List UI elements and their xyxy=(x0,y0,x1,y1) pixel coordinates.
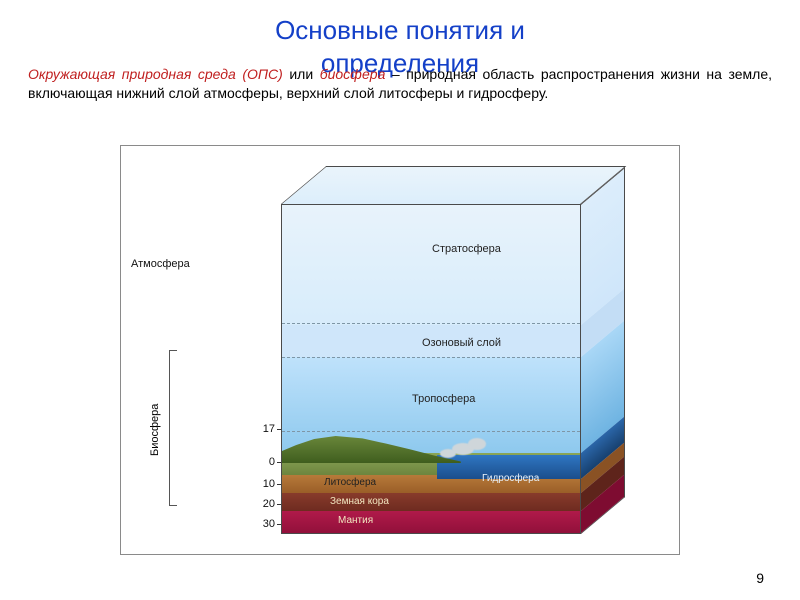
definition-biosphere: биосфера xyxy=(320,66,386,82)
diagram-frame: Атмосфера Биосфера 17 0 10 20 30 Стратосфера… xyxy=(120,145,680,555)
axis-tick: 17 xyxy=(247,423,275,435)
axis-tick: 30 xyxy=(247,518,275,530)
layer-mantle xyxy=(282,511,580,534)
page-number: 9 xyxy=(756,570,764,586)
cube-side-face xyxy=(581,167,625,534)
cloud-2 xyxy=(440,449,456,458)
layer-label: Стратосфера xyxy=(432,243,501,255)
layer-label: Гидросфера xyxy=(482,473,539,484)
definition-or: или xyxy=(283,66,320,82)
dash-line xyxy=(282,357,580,358)
definition-term: Окружающая природная среда (ОПС) xyxy=(28,66,283,82)
label-atmosphere: Атмосфера xyxy=(131,258,211,270)
label-biosphere: Биосфера xyxy=(149,404,161,456)
layer-label: Озоновый слой xyxy=(422,337,501,349)
dash-line xyxy=(282,323,580,324)
axis-tick: 20 xyxy=(247,498,275,510)
dash-line xyxy=(282,431,580,432)
definition-paragraph: Окружающая природная среда (ОПС) или био… xyxy=(0,65,800,103)
title-line-1: Основные понятия и xyxy=(275,15,525,45)
axis-tick: 0 xyxy=(247,456,275,468)
cube-3d: Стратосфера Озоновый слой Тропосфера Литосф… xyxy=(281,164,581,534)
cloud-1 xyxy=(468,438,486,450)
cube-top-face xyxy=(281,166,626,204)
layer-label: Земная кора xyxy=(330,496,389,507)
cube-front-face: Стратосфера Озоновый слой Тропосфера Литосф… xyxy=(281,204,581,534)
axis-tick: 10 xyxy=(247,478,275,490)
layer-stratosphere xyxy=(282,205,580,325)
layer-label: Мантия xyxy=(338,515,373,526)
layer-crust xyxy=(282,493,580,511)
layer-label: Тропосфера xyxy=(412,393,475,405)
slide-page: Основные понятия и определения Окружающа… xyxy=(0,0,800,600)
layer-label: Литосфера xyxy=(324,477,376,488)
biosphere-bracket xyxy=(169,350,177,506)
